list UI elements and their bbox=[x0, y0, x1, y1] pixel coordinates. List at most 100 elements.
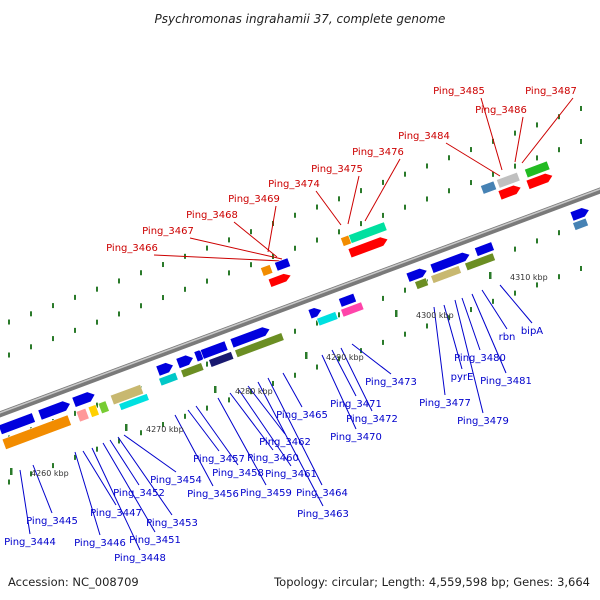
gene-label-lower: Ping_3457 bbox=[193, 454, 245, 465]
gene-label-lower: Ping_3446 bbox=[74, 538, 126, 549]
scale-dot-lower-inner bbox=[74, 410, 76, 416]
scale-labels: 4260 kbp 4270 kbp 4280 kbp 4290 kbp 4300 kbp… bbox=[31, 273, 548, 478]
leader-line bbox=[364, 158, 401, 222]
gene-label-lower: Ping_3454 bbox=[150, 475, 202, 486]
gene-feature bbox=[496, 171, 521, 189]
gene-block bbox=[474, 241, 495, 257]
scale-dot-upper-inner bbox=[338, 229, 340, 235]
scale-label: 4300 kbp bbox=[416, 311, 454, 320]
gene-label-lower: pyrE bbox=[451, 372, 474, 383]
gene-block bbox=[480, 180, 498, 195]
leader-line bbox=[257, 381, 324, 507]
gene-block bbox=[180, 362, 205, 379]
gene-feature bbox=[208, 351, 235, 368]
genome-summary-text: Topology: circular; Length: 4,559,598 bp… bbox=[273, 575, 590, 589]
gene-block bbox=[118, 393, 150, 411]
gene-label-lower: Ping_3461 bbox=[265, 469, 317, 480]
scale-tick bbox=[214, 386, 217, 393]
leader-line bbox=[238, 389, 292, 467]
scale-dot-upper-inner bbox=[382, 212, 384, 218]
gene-label-lower: Ping_3481 bbox=[480, 376, 532, 387]
gene-arrow bbox=[230, 327, 270, 348]
gene-label-upper: Ping_3485 bbox=[433, 86, 485, 97]
scale-dot-upper-inner bbox=[492, 171, 494, 177]
scale-dot-upper-outer bbox=[404, 171, 406, 177]
gene-feature bbox=[234, 332, 285, 359]
scale-dot-lower-inner bbox=[514, 246, 516, 252]
scale-dot-lower-inner bbox=[96, 402, 98, 408]
gene-block bbox=[199, 340, 229, 360]
scale-dot-lower-inner bbox=[536, 238, 538, 244]
scale-dot-upper-outer bbox=[140, 270, 142, 276]
leader-line bbox=[443, 304, 463, 370]
gene-label-lower: Ping_3464 bbox=[296, 488, 348, 499]
scale-dot-lower-outer bbox=[316, 364, 318, 370]
leader-line bbox=[471, 293, 507, 374]
gene-label-lower: Ping_3477 bbox=[419, 398, 471, 409]
leader-line bbox=[321, 354, 357, 430]
gene-label-lower: Ping_3459 bbox=[240, 488, 292, 499]
gene-feature bbox=[176, 355, 193, 369]
gene-block bbox=[109, 383, 145, 406]
gene-label-lower: Ping_3480 bbox=[454, 353, 506, 364]
scale-dot-lower-outer bbox=[558, 274, 560, 280]
scale-tick bbox=[125, 424, 128, 431]
scale-tick bbox=[489, 272, 492, 279]
leader-line bbox=[32, 464, 53, 514]
backbone bbox=[0, 187, 600, 418]
scale-dot-upper-inner bbox=[426, 196, 428, 202]
gene-label-lower: Ping_3444 bbox=[4, 537, 56, 548]
gene-block bbox=[158, 371, 179, 387]
scale-dot-upper-inner bbox=[30, 344, 32, 350]
scale-label: 4310 kbp bbox=[510, 273, 548, 282]
gene-label-upper: Ping_3467 bbox=[142, 226, 194, 237]
scale-dot-upper-inner bbox=[404, 204, 406, 210]
leader-line bbox=[267, 205, 277, 253]
leader-line bbox=[481, 289, 508, 330]
leader-line bbox=[174, 414, 214, 487]
gene-label-lower: Ping_3453 bbox=[146, 518, 198, 529]
gene-label-lower: Ping_3462 bbox=[259, 437, 311, 448]
scale-dot-lower-inner bbox=[382, 295, 384, 301]
leader-line bbox=[91, 447, 141, 551]
scale-dot-upper-inner bbox=[74, 327, 76, 333]
gene-label-upper: Ping_3468 bbox=[186, 210, 238, 221]
gene-block bbox=[1, 414, 72, 451]
leader-line bbox=[514, 116, 524, 163]
scale-dot-lower-outer bbox=[184, 413, 186, 419]
gene-feature bbox=[526, 173, 553, 190]
scale-label: 4270 kbp bbox=[146, 425, 184, 434]
scale-dot-upper-inner bbox=[470, 180, 472, 186]
scale-dot-lower-outer bbox=[514, 290, 516, 296]
scale-dot-lower-outer bbox=[580, 265, 582, 271]
leader-line bbox=[480, 97, 503, 171]
scale-dot-upper-inner bbox=[206, 278, 208, 284]
gene-label-lower: Ping_3479 bbox=[457, 416, 509, 427]
gene-feature bbox=[348, 221, 388, 244]
gene-feature bbox=[72, 392, 95, 408]
gene-block bbox=[524, 160, 551, 179]
leader-line bbox=[217, 397, 267, 486]
gene-feature bbox=[268, 273, 291, 287]
scale-dot-upper-inner bbox=[228, 270, 230, 276]
gene-features bbox=[0, 160, 589, 451]
scale-dot-lower-outer bbox=[448, 315, 450, 321]
scale-dot-lower-outer bbox=[250, 389, 252, 395]
gene-block bbox=[414, 277, 430, 290]
scale-dot-upper-inner bbox=[184, 286, 186, 292]
scale-dot-upper-outer bbox=[536, 122, 538, 128]
gene-block bbox=[340, 301, 365, 318]
gene-arrow bbox=[308, 307, 322, 319]
gene-feature bbox=[570, 208, 589, 221]
gene-arrow bbox=[430, 252, 470, 273]
scale-dot-upper-outer bbox=[448, 155, 450, 161]
gene-arrow bbox=[348, 237, 388, 258]
gene-block bbox=[430, 265, 462, 284]
gene-label-upper: Ping_3466 bbox=[106, 243, 158, 254]
scale-dot-lower-outer bbox=[74, 454, 76, 460]
scale-dot-lower-outer bbox=[470, 307, 472, 313]
scale-dot-lower-inner bbox=[338, 312, 340, 318]
scale-dot-lower-outer bbox=[536, 282, 538, 288]
gene-arrow bbox=[38, 401, 70, 420]
scale-dot-upper-outer bbox=[74, 294, 76, 300]
